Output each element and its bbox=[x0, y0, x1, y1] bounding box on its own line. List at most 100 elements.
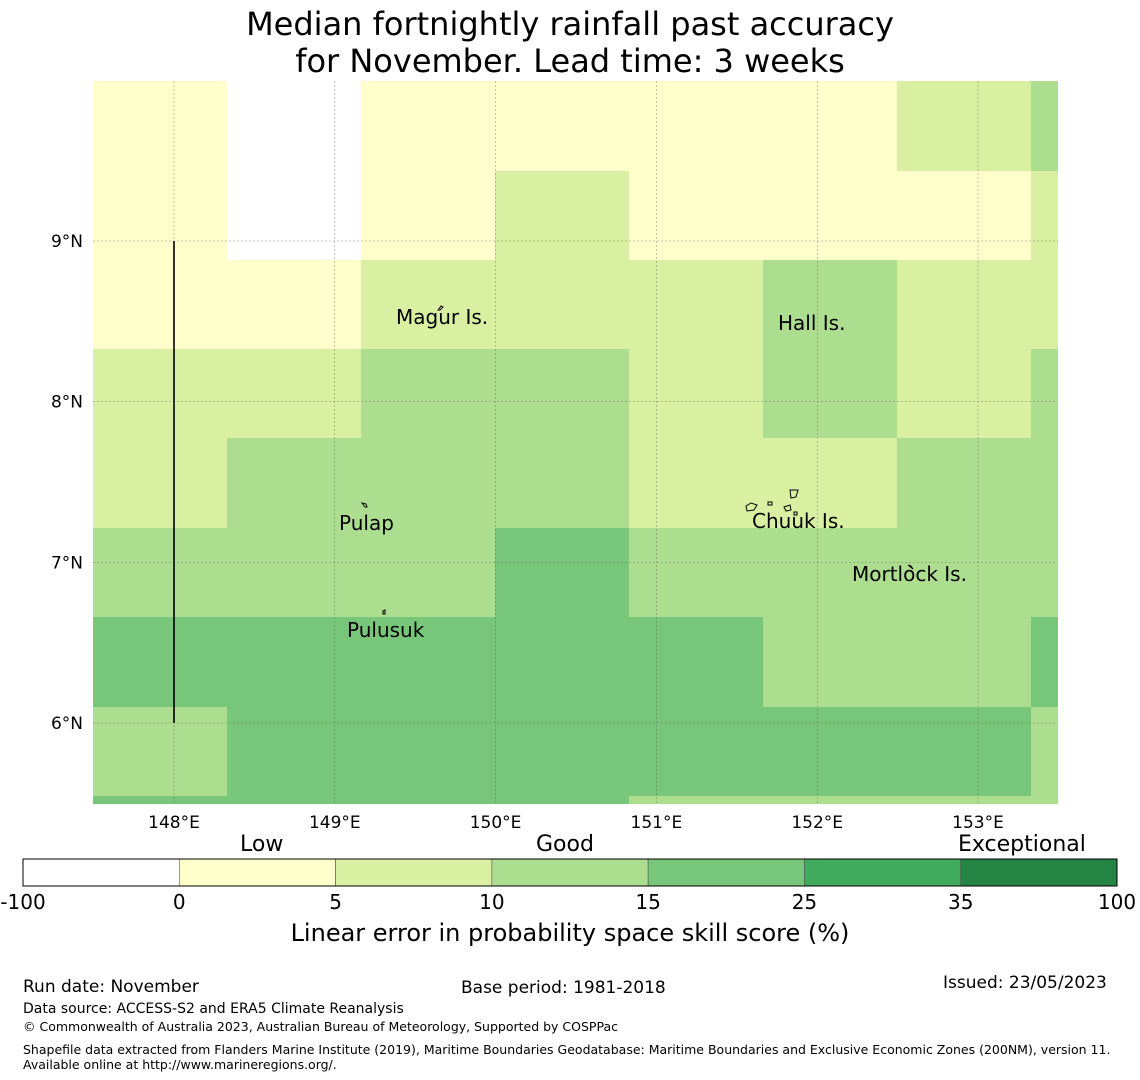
island-label: Chuuk Is. bbox=[752, 509, 845, 533]
colorbar-category-exceptional: Exceptional bbox=[958, 832, 1086, 857]
colorbar-tick-label: 0 bbox=[173, 890, 186, 914]
skill-cell bbox=[495, 796, 629, 804]
colorbar-segment bbox=[647, 858, 805, 887]
copyright: © Commonwealth of Australia 2023, Austra… bbox=[23, 1019, 618, 1034]
lon-tick-label: 148°E bbox=[148, 813, 200, 833]
skill-cell bbox=[495, 617, 629, 707]
island-label: Pulap bbox=[339, 511, 394, 535]
colorbar-border bbox=[22, 858, 1118, 887]
island-label: Hall Is. bbox=[778, 311, 845, 335]
skill-grid bbox=[93, 81, 1058, 804]
skill-cell bbox=[361, 707, 495, 796]
lat-tick-label: 8°N bbox=[51, 393, 83, 413]
skill-cell bbox=[227, 707, 361, 796]
skill-cell bbox=[897, 617, 1031, 707]
island-label: Mortlock Is. bbox=[852, 562, 967, 586]
skill-cell bbox=[227, 260, 361, 349]
skill-cell bbox=[495, 438, 629, 528]
skill-cell bbox=[361, 171, 495, 260]
skill-cell bbox=[93, 349, 227, 438]
skill-cell bbox=[93, 81, 227, 171]
skill-cell bbox=[763, 438, 897, 528]
skill-cell bbox=[897, 260, 1031, 349]
run-date: Run date: November bbox=[23, 977, 199, 997]
skill-cell bbox=[763, 707, 897, 796]
island-layer: Magur Is. Hall Is. Pulap Chuuk Is. Mortlock … bbox=[339, 305, 967, 642]
skill-cell bbox=[495, 349, 629, 438]
skill-cell bbox=[1031, 349, 1058, 438]
skill-cell bbox=[629, 81, 763, 171]
skill-cell bbox=[361, 438, 495, 528]
lon-tick-label: 152°E bbox=[791, 813, 843, 833]
island-outline bbox=[382, 609, 386, 615]
skill-cell bbox=[1031, 171, 1058, 260]
skill-cell bbox=[495, 707, 629, 796]
skill-cell bbox=[93, 260, 227, 349]
colorbar-tick-label: -100 bbox=[0, 890, 45, 914]
skill-cell bbox=[629, 528, 763, 617]
colorbar-title: Linear error in probability space skill … bbox=[290, 919, 850, 947]
skill-cell bbox=[1031, 528, 1058, 617]
skill-cell bbox=[629, 260, 763, 349]
title-line-2: for November. Lead time: 3 weeks bbox=[295, 42, 845, 80]
colorbar-segment bbox=[335, 858, 493, 887]
graticule bbox=[93, 81, 1058, 804]
skill-cell bbox=[361, 617, 495, 707]
lat-tick-label: 7°N bbox=[51, 553, 83, 573]
colorbar-segment bbox=[22, 858, 180, 887]
colorbar-segment bbox=[804, 858, 962, 887]
island-label: Magur Is. bbox=[396, 305, 488, 329]
colorbar-segment bbox=[960, 858, 1118, 887]
skill-cell bbox=[227, 796, 361, 804]
base-period: Base period: 1981-2018 bbox=[461, 978, 666, 998]
lon-tick-label: 153°E bbox=[952, 813, 1004, 833]
shapefile-note: Shapefile data extracted from Flanders M… bbox=[23, 1042, 1111, 1072]
island-label: Pulusuk bbox=[347, 618, 425, 642]
skill-cell bbox=[629, 171, 763, 260]
skill-cell bbox=[227, 617, 361, 707]
skill-cell bbox=[93, 796, 227, 804]
skill-cell bbox=[93, 528, 227, 617]
skill-cell bbox=[93, 707, 227, 796]
skill-cell bbox=[93, 171, 227, 260]
skill-cell bbox=[227, 171, 361, 260]
axis-ticks: 148°E 149°E 150°E 151°E 152°E 153°E 9°N 8°N 7°N 6… bbox=[51, 232, 1004, 833]
island-outline bbox=[907, 564, 914, 570]
colorbar-tick-label: 35 bbox=[948, 890, 973, 914]
colorbar-tick-label: 25 bbox=[792, 890, 817, 914]
island-outline bbox=[360, 502, 368, 508]
skill-cell bbox=[361, 796, 495, 804]
skill-cell bbox=[1031, 707, 1058, 796]
colorbar-tick-label: 10 bbox=[479, 890, 504, 914]
skill-cell bbox=[495, 171, 629, 260]
lat-tick-label: 6°N bbox=[51, 714, 83, 734]
skill-cell bbox=[629, 617, 763, 707]
skill-cell bbox=[897, 707, 1031, 796]
skill-cell bbox=[495, 81, 629, 171]
skill-cell bbox=[897, 349, 1031, 438]
skill-cell bbox=[227, 349, 361, 438]
skill-cell bbox=[763, 81, 897, 171]
skill-cell bbox=[897, 81, 1031, 171]
chart-title: Median fortnightly rainfall past accurac… bbox=[0, 6, 1140, 80]
skill-cell bbox=[361, 528, 495, 617]
issued-date: Issued: 23/05/2023 bbox=[943, 973, 1107, 993]
skill-cell bbox=[1031, 81, 1058, 171]
skill-cell bbox=[361, 260, 495, 349]
colorbar-tick-label: 15 bbox=[635, 890, 660, 914]
skill-cell bbox=[629, 707, 763, 796]
skill-cell bbox=[1031, 617, 1058, 707]
skill-cell bbox=[897, 438, 1031, 528]
skill-cell bbox=[361, 81, 495, 171]
lon-tick-label: 149°E bbox=[309, 813, 361, 833]
colorbar-category-low: Low bbox=[240, 832, 284, 857]
skill-cell bbox=[495, 528, 629, 617]
skill-cell bbox=[897, 796, 1031, 804]
skill-cell bbox=[361, 349, 495, 438]
skill-cell bbox=[227, 528, 361, 617]
skill-cell bbox=[763, 617, 897, 707]
skill-cell bbox=[1031, 438, 1058, 528]
island-outline bbox=[437, 305, 444, 311]
title-line-1: Median fortnightly rainfall past accurac… bbox=[246, 5, 894, 43]
